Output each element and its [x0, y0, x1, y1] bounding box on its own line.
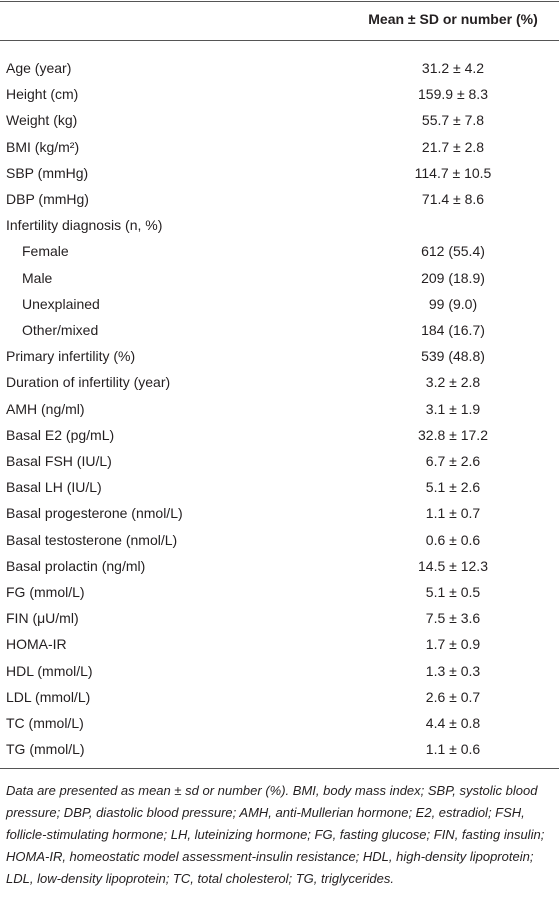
row-value: 32.8 ± 17.2: [418, 426, 488, 443]
row-value: 1.3 ± 0.3: [425, 662, 481, 679]
row-label: Primary infertility (%): [6, 348, 136, 365]
row-value: 7.5 ± 3.6: [425, 610, 481, 627]
row-value: 1.1 ± 0.7: [425, 505, 481, 522]
sub-row-value: 99 (9.0): [428, 295, 478, 312]
row-value: 31.2 ± 4.2: [421, 60, 485, 76]
row-value: 1.1 ± 0.6: [425, 741, 481, 758]
row-label: FIN (μU/ml): [6, 610, 79, 627]
footnote: Data are presented as mean ± sd or numbe…: [6, 783, 545, 886]
row-value: 159.9 ± 8.3: [418, 86, 488, 103]
row-label: Basal prolactin (ng/ml): [6, 557, 146, 574]
row-value: 14.5 ± 12.3: [418, 557, 488, 574]
row-label: Basal LH (IU/L): [6, 479, 102, 496]
row-label: SBP (mmHg): [6, 164, 89, 181]
sub-row-label: Female: [22, 243, 69, 260]
sub-row-value: 184 (16.7): [421, 322, 485, 338]
row-label: BMI (kg/m²): [6, 138, 80, 155]
row-value: 2.6 ± 0.7: [425, 688, 481, 705]
row-label: Basal E2 (pg/mL): [6, 426, 115, 443]
row-value: 5.1 ± 0.5: [425, 584, 481, 600]
row-value: 0.6 ± 0.6: [425, 531, 481, 548]
row-value: 4.4 ± 0.8: [425, 715, 481, 731]
row-label: TC (mmol/L): [6, 715, 84, 731]
row-value: 1.7 ± 0.9: [425, 636, 481, 653]
row-value: 6.7 ± 2.6: [425, 453, 481, 469]
row-label: Basal testosterone (nmol/L): [6, 531, 178, 548]
sub-row-label: Unexplained: [22, 295, 100, 312]
bottom-rule: [0, 768, 559, 769]
row-label: Height (cm): [6, 86, 79, 103]
sub-row-value: 612 (55.4): [421, 243, 485, 260]
row-label: TG (mmol/L): [6, 741, 85, 758]
row-label: Basal progesterone (nmol/L): [6, 505, 183, 522]
column-header: Mean ± SD or number (%): [368, 11, 538, 27]
sub-row-value: 209 (18.9): [421, 269, 485, 286]
row-value: 114.7 ± 10.5: [414, 164, 492, 181]
header-rule: [0, 40, 559, 41]
row-label: Infertility diagnosis (n, %): [6, 217, 163, 234]
sub-row-label: Other/mixed: [22, 322, 99, 338]
top-rule: [0, 1, 559, 2]
row-label: AMH (ng/ml): [6, 400, 85, 417]
row-label: HDL (mmol/L): [6, 662, 93, 679]
row-label: HOMA-IR: [6, 636, 67, 653]
row-value: 5.1 ± 2.6: [425, 479, 481, 496]
row-label: LDL (mmol/L): [6, 688, 91, 705]
row-value: 3.1 ± 1.9: [425, 400, 481, 417]
row-label: Duration of infertility (year): [6, 374, 171, 391]
row-value: 21.7 ± 2.8: [421, 138, 485, 155]
row-label: Age (year): [6, 60, 72, 76]
row-label: Weight (kg): [6, 112, 78, 129]
row-label: Basal FSH (IU/L): [6, 453, 112, 469]
sub-row-label: Male: [22, 269, 53, 286]
row-value: 55.7 ± 7.8: [421, 112, 485, 129]
row-label: DBP (mmHg): [6, 191, 89, 207]
row-value: 3.2 ± 2.8: [425, 374, 481, 391]
row-value: 71.4 ± 8.6: [421, 191, 485, 207]
row-label: FG (mmol/L): [6, 584, 85, 600]
row-value: 539 (48.8): [421, 348, 485, 365]
